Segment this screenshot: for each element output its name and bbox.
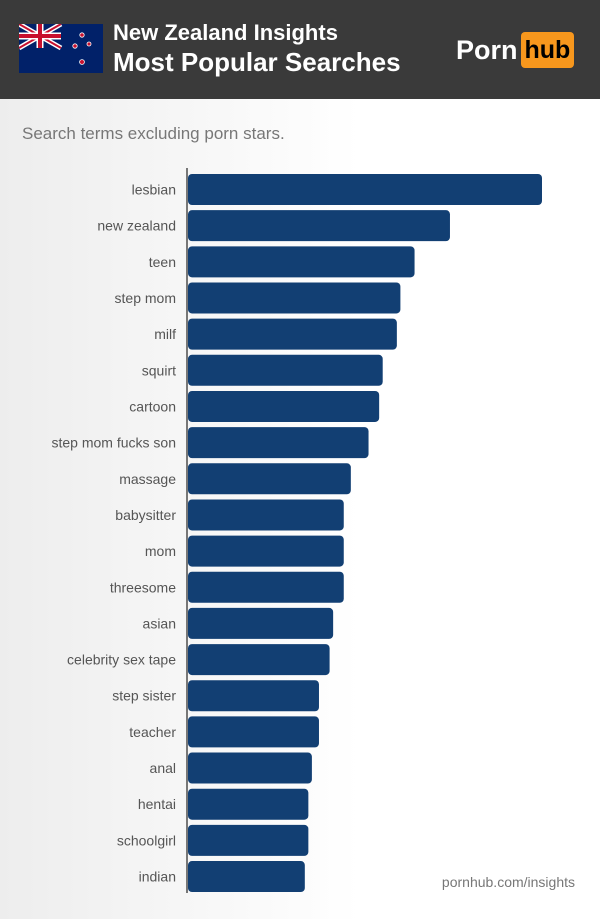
category-label: indian <box>139 869 176 885</box>
new-zealand-flag-icon <box>19 24 103 73</box>
category-label: step mom <box>115 290 176 306</box>
bar-anal <box>188 752 312 784</box>
category-label: milf <box>154 326 176 342</box>
category-label: celebrity sex tape <box>67 652 176 668</box>
category-label: new zealand <box>97 218 176 234</box>
category-label: anal <box>150 760 176 776</box>
bar-hentai <box>188 788 309 820</box>
header: New Zealand Insights Most Popular Search… <box>0 0 600 99</box>
bar-squirt <box>188 354 383 386</box>
logo-right: hub <box>520 32 575 68</box>
bar-lesbian <box>188 174 542 205</box>
chart-subtitle: Search terms excluding porn stars. <box>22 124 285 143</box>
bar-mom <box>188 535 344 567</box>
category-label: teen <box>149 254 176 270</box>
category-label: squirt <box>142 362 176 378</box>
bar-asian <box>188 607 334 639</box>
bar-indian <box>188 861 305 893</box>
logo-left: Porn <box>456 34 518 65</box>
category-label: mom <box>145 543 176 559</box>
category-label: step sister <box>112 688 176 704</box>
category-label: cartoon <box>129 398 176 414</box>
title-line1: New Zealand Insights <box>113 20 338 45</box>
category-label: teacher <box>129 724 176 740</box>
category-label: threesome <box>110 579 176 595</box>
bar-cartoon <box>188 390 380 422</box>
bar-teen <box>188 246 415 278</box>
category-label: lesbian <box>132 182 176 198</box>
bar-step-mom-fucks-son <box>188 427 369 459</box>
bar-celebrity-sex-tape <box>188 644 330 676</box>
logo: Porn hub <box>456 32 575 68</box>
bar-teacher <box>188 716 319 748</box>
category-label: asian <box>143 615 176 631</box>
bar-massage <box>188 463 351 495</box>
category-label: hentai <box>138 796 176 812</box>
category-label: step mom fucks son <box>52 435 177 451</box>
page-title: Most Popular Searches <box>113 47 401 77</box>
bar-step-sister <box>188 680 319 712</box>
category-label: schoolgirl <box>117 832 176 848</box>
category-label: babysitter <box>115 507 176 523</box>
bar-threesome <box>188 571 344 603</box>
source-link[interactable]: pornhub.com/insights <box>441 874 575 890</box>
category-label: massage <box>119 471 176 487</box>
bar-milf <box>188 318 397 350</box>
bar-babysitter <box>188 499 344 531</box>
bar-schoolgirl <box>188 824 309 856</box>
bar-step-mom <box>188 282 401 314</box>
bar-new-zealand <box>188 210 450 242</box>
